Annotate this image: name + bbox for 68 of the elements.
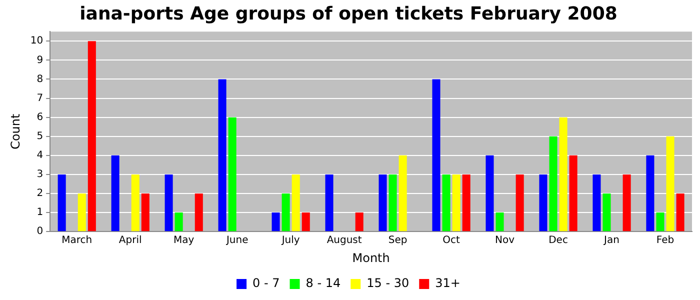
- bar: [164, 174, 173, 232]
- bar: [442, 174, 450, 232]
- bar: [78, 194, 86, 232]
- bar: [218, 79, 226, 232]
- bar: [559, 117, 568, 232]
- bar: [592, 174, 601, 232]
- legend-label: 0 - 7: [252, 276, 280, 290]
- bar: [549, 136, 558, 232]
- bar: [272, 212, 280, 232]
- x-tick-label: Jan: [603, 235, 620, 246]
- x-tick-label: May: [174, 235, 194, 246]
- bar: [432, 79, 440, 232]
- x-tick-label: June: [225, 235, 248, 246]
- bar: [496, 212, 504, 232]
- bar: [282, 194, 290, 232]
- bar: [174, 212, 183, 232]
- bar: [452, 174, 460, 232]
- bar: [141, 194, 150, 232]
- y-tick-label: 0: [36, 226, 44, 238]
- x-tick-label: Nov: [495, 235, 515, 246]
- x-tick-label: March: [62, 235, 92, 246]
- bar: [486, 155, 494, 232]
- bar: [131, 174, 140, 232]
- bar: [111, 155, 120, 232]
- bar: [355, 212, 364, 232]
- x-tick-label: August: [326, 235, 362, 246]
- y-tick-label: 10: [30, 36, 44, 47]
- bar: [646, 155, 654, 232]
- x-tick-label: Sep: [388, 235, 408, 246]
- y-tick-label: 5: [36, 130, 44, 142]
- x-tick-label: July: [280, 235, 300, 246]
- y-tick-label: 3: [36, 169, 44, 180]
- y-tick-label: 9: [36, 54, 44, 66]
- bar: [388, 174, 397, 232]
- bar: [325, 174, 334, 232]
- bar: [292, 174, 300, 232]
- y-tick-label: 1: [36, 207, 44, 218]
- y-axis-title: Count: [8, 113, 22, 150]
- x-tick-label: Oct: [442, 235, 460, 246]
- bar: [516, 174, 524, 232]
- x-axis-title: Month: [352, 250, 390, 265]
- bar: [656, 212, 664, 232]
- bar: [228, 117, 236, 232]
- legend-label: 15 - 30: [366, 276, 410, 290]
- legend-label: 31+: [435, 276, 460, 290]
- y-tick-label: 4: [36, 150, 44, 162]
- x-tick-label: Dec: [548, 235, 568, 246]
- bar: [666, 136, 674, 232]
- y-tick-label: 6: [36, 112, 44, 123]
- bar: [539, 174, 548, 232]
- y-tick-label: 7: [36, 92, 44, 104]
- bar: [194, 194, 203, 232]
- bar: [88, 41, 96, 232]
- legend-label: 8 - 14: [306, 276, 341, 290]
- bar: [622, 174, 631, 232]
- bar: [378, 174, 387, 232]
- bar: [602, 194, 611, 232]
- bar: [302, 212, 310, 232]
- y-tick-label: 2: [36, 188, 44, 200]
- bar: [58, 174, 66, 232]
- x-tick-label: April: [118, 235, 142, 246]
- bar: [676, 194, 684, 232]
- bar: [398, 155, 407, 232]
- bar: [462, 174, 470, 232]
- y-tick-label: 8: [36, 74, 44, 85]
- chart-title: iana-ports Age groups of open tickets February 2008: [80, 3, 618, 24]
- bar: [569, 155, 578, 232]
- x-tick-label: Feb: [656, 235, 674, 246]
